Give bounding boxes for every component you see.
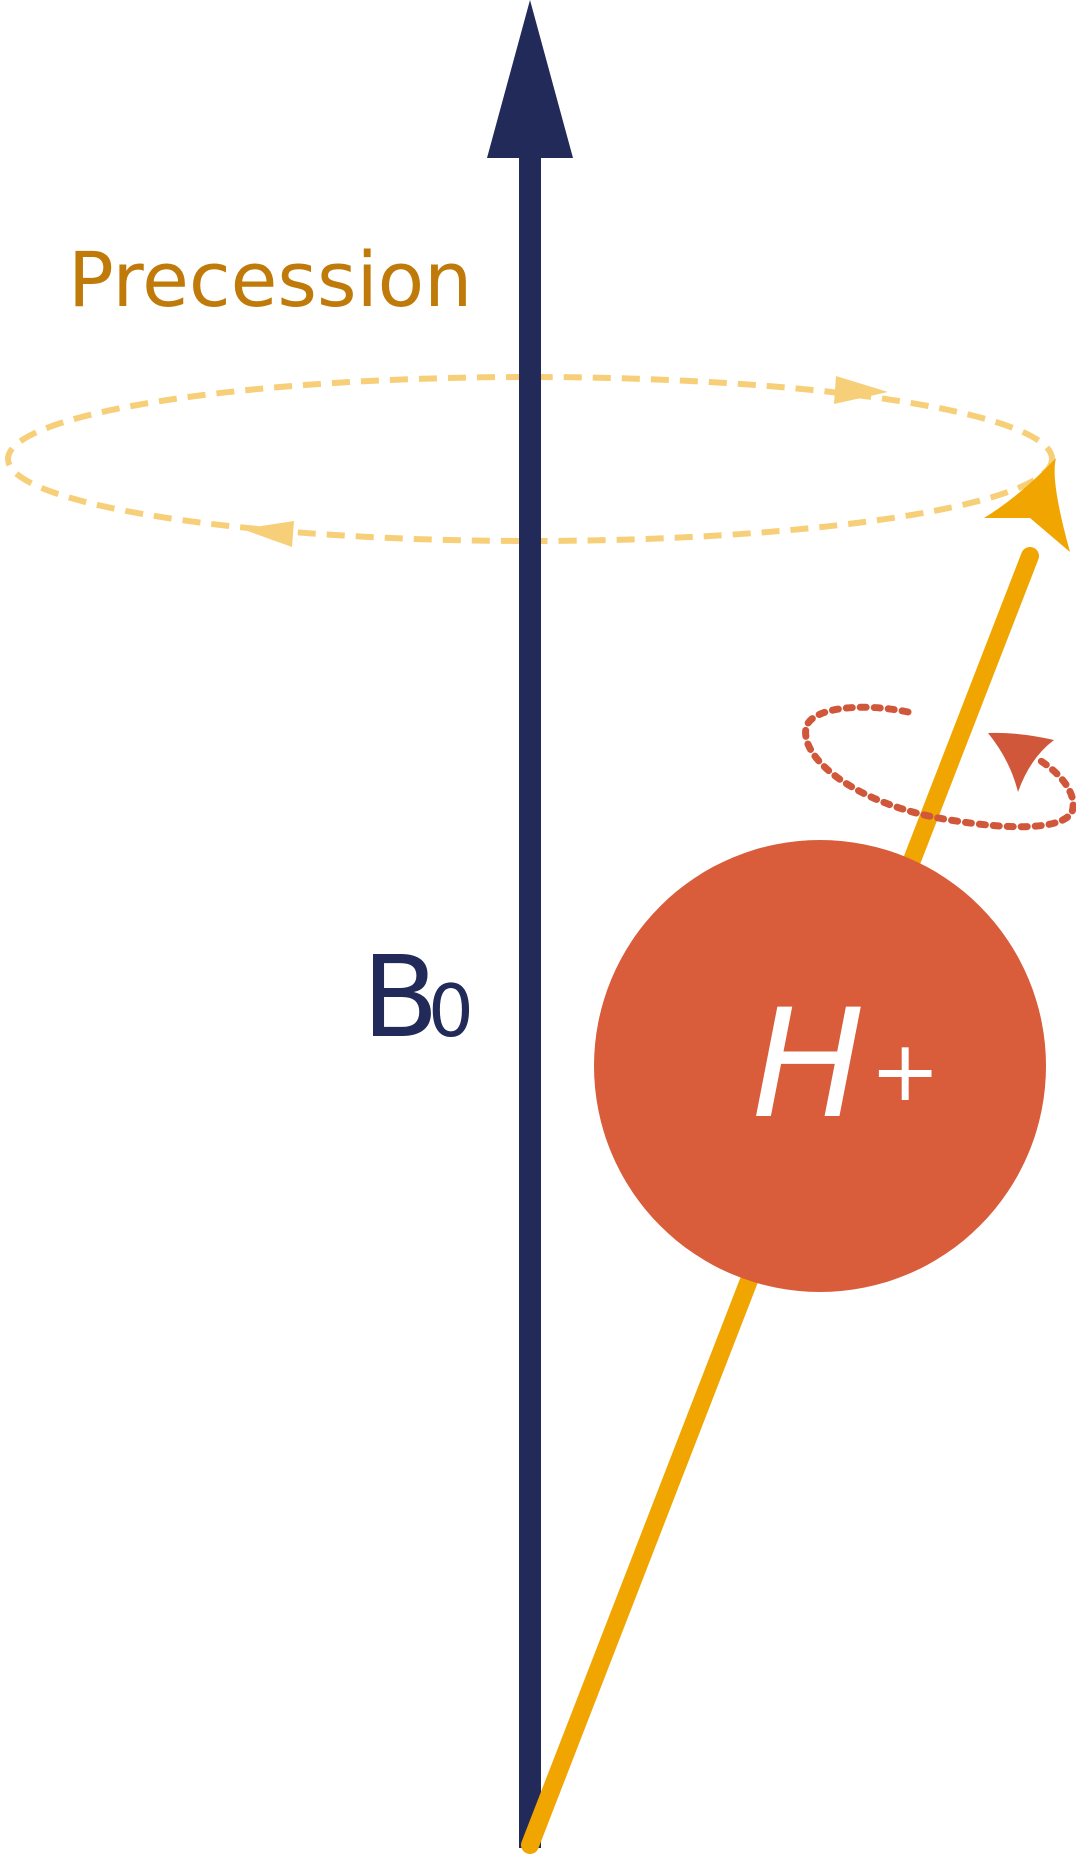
proton-sphere [594, 840, 1046, 1292]
spin-rotation-path [802, 703, 1076, 831]
precession-arrowhead-left [242, 521, 294, 547]
b0-label: B 0 [362, 933, 474, 1063]
precession-arrowhead-right [834, 376, 888, 404]
proton-charge: + [870, 1022, 940, 1120]
precession-label: Precession [68, 235, 472, 324]
b0-arrowhead [487, 0, 573, 158]
b0-arrow-shaft [519, 150, 541, 1848]
b0-label-main: B [362, 933, 439, 1063]
spin-ellipse-back [802, 703, 1076, 831]
proton-symbol: H [752, 978, 865, 1152]
spin-axis-arrowhead [984, 458, 1070, 552]
spin-arrowhead [988, 732, 1054, 792]
b0-field-arrow [487, 0, 573, 1848]
proton: H + [594, 840, 1046, 1292]
b0-label-subscript: 0 [428, 969, 474, 1053]
